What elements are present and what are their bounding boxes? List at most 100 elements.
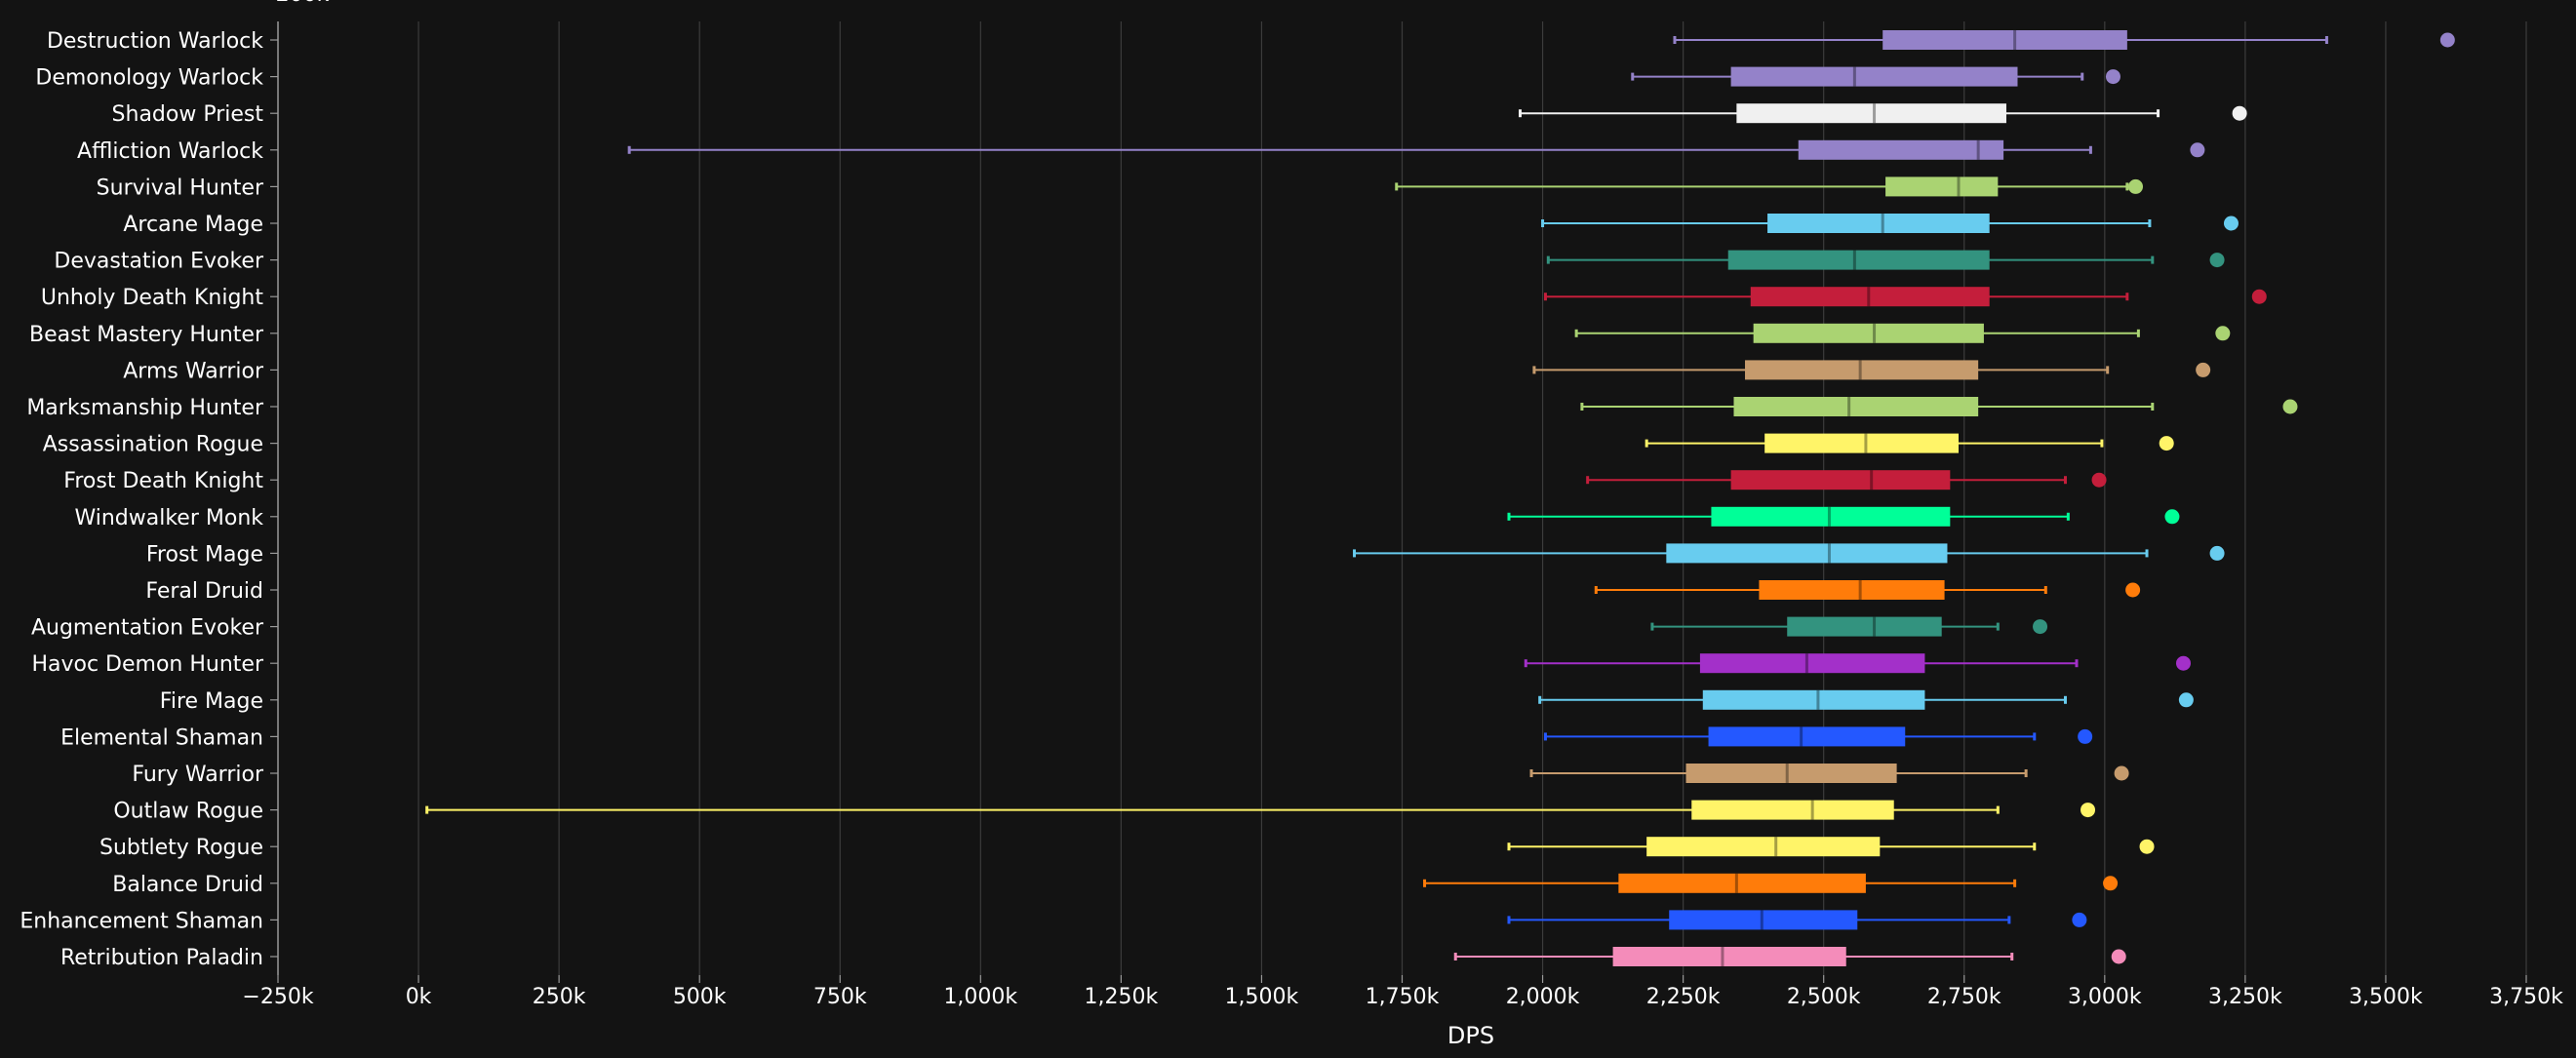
outlier-point [2223,216,2239,231]
series-fury-warrior [1529,764,2129,783]
box-iqr [1882,30,2127,50]
box-iqr [1699,653,1925,674]
x-tick-label: 1,750k [1366,985,1440,1009]
outlier-point [2128,178,2144,194]
box-iqr [1685,764,1897,783]
outlier-point [2175,655,2191,671]
x-tick-label: 2,000k [1506,985,1580,1009]
outlier-point [2111,949,2126,964]
series-retribution-paladin [1453,947,2126,966]
series-beast-mastery-hunter [1574,323,2231,343]
y-tick-label: Frost Death Knight [63,469,263,493]
series-shadow-priest [1519,103,2247,124]
y-tick-label: Fury Warrior [132,763,264,787]
box-iqr [1767,214,1990,233]
outlier-point [2196,362,2211,377]
x-tick-label: 3,250k [2208,985,2282,1009]
series-marksmanship-hunter [1580,397,2298,416]
box-iqr [1787,616,1942,637]
outlier-point [2105,69,2120,85]
x-tick-label: 1,250k [1085,985,1159,1009]
outlier-point [2072,912,2087,927]
outlier-point [2251,289,2267,304]
outlier-point [2159,436,2174,451]
x-tick-label: 0k [406,985,432,1009]
y-tick-label: Demonology Warlock [35,66,263,91]
box-iqr [1708,726,1906,747]
outlier-point [2081,803,2096,818]
outlier-point [2125,582,2141,598]
y-tick-label: Windwalker Monk [74,506,263,530]
outlier-point [2215,326,2231,341]
y-tick-label: Havoc Demon Hunter [31,652,263,677]
series-unholy-death-knight [1543,287,2267,307]
box-iqr [1736,103,2006,124]
series-assassination-rogue [1645,433,2174,453]
series-demonology-warlock [1631,66,2120,87]
series-affliction-warlock [627,139,2205,160]
series-arcane-mage [1541,214,2239,233]
x-tick-label: 3,750k [2489,985,2563,1009]
series-balance-druid [1423,873,2119,893]
y-tick-label: Destruction Warlock [47,29,263,54]
y-axis-labels: Destruction Warlock Demonology Warlock Sha… [20,29,278,970]
x-tick-label: 3,000k [2068,985,2142,1009]
series-frost-death-knight [1586,470,2107,490]
y-tick-label: Arms Warrior [123,359,264,383]
box-iqr [1702,689,1925,710]
y-tick-label: Survival Hunter [97,176,264,200]
outlier-point [2178,692,2194,708]
y-tick-label: Unholy Death Knight [41,286,263,310]
x-tick-label: 1,000k [943,985,1017,1009]
box-iqr [1885,176,1999,197]
series-survival-hunter [1395,176,2144,197]
y-tick-label: Arcane Mage [123,213,263,237]
y-tick-label: Fire Mage [160,689,263,714]
box-iqr [1669,910,1858,930]
x-axis-title: DPS [1447,1022,1494,1049]
y-tick-label: Enhancement Shaman [20,909,263,933]
y-tick-label: Retribution Paladin [60,946,263,970]
x-tick-label: 2,750k [1927,985,2001,1009]
outlier-point [2114,765,2129,781]
series-windwalker-monk [1507,506,2180,527]
x-tick-label: −250k [242,985,313,1009]
box-iqr [1745,360,1979,380]
outlier-point [2282,399,2298,414]
box-iqr [1750,287,1990,307]
y-tick-label: Shadow Priest [112,102,264,127]
y-tick-label: Outlaw Rogue [113,800,263,824]
outlier-point [2209,545,2225,561]
y-tick-label: Balance Druid [112,873,263,897]
x-axis-ticks: −250k 0k 250k 500k 750k 1,000k 1,250k 1,500k 1,7… [242,975,2563,1009]
box-iqr [1733,397,1979,416]
box-iqr [1612,947,1846,966]
outlier-point [2078,728,2093,744]
series-boxes [425,30,2455,966]
y-tick-label: Affliction Warlock [77,139,263,164]
box-iqr [1666,543,1948,564]
series-arms-warrior [1532,360,2211,380]
y-tick-label: Devastation Evoker [54,250,264,274]
y-tick-label: Marksmanship Hunter [26,396,264,420]
series-subtlety-rogue [1507,837,2155,857]
y-tick-label: Frost Mage [146,542,263,567]
box-iqr [1759,580,1945,600]
series-destruction-warlock [1673,30,2455,50]
box-iqr [1798,139,2004,160]
box-iqr [1618,873,1866,893]
series-devastation-evoker [1546,250,2225,270]
y-tick-label: Beast Mastery Hunter [29,323,264,347]
outlier-point [2091,472,2107,488]
series-fire-mage [1538,689,2194,710]
x-tick-label: 2,250k [1646,985,1721,1009]
x-tick-label: 3,500k [2349,985,2423,1009]
x-tick-label: 250k [533,985,586,1009]
top-clipped-label: 200k [276,0,330,7]
box-iqr [1764,433,1959,453]
y-tick-label: Assassination Rogue [43,433,263,457]
outlier-point [2139,839,2155,854]
x-tick-label: 500k [673,985,727,1009]
series-augmentation-evoker [1650,616,2048,637]
